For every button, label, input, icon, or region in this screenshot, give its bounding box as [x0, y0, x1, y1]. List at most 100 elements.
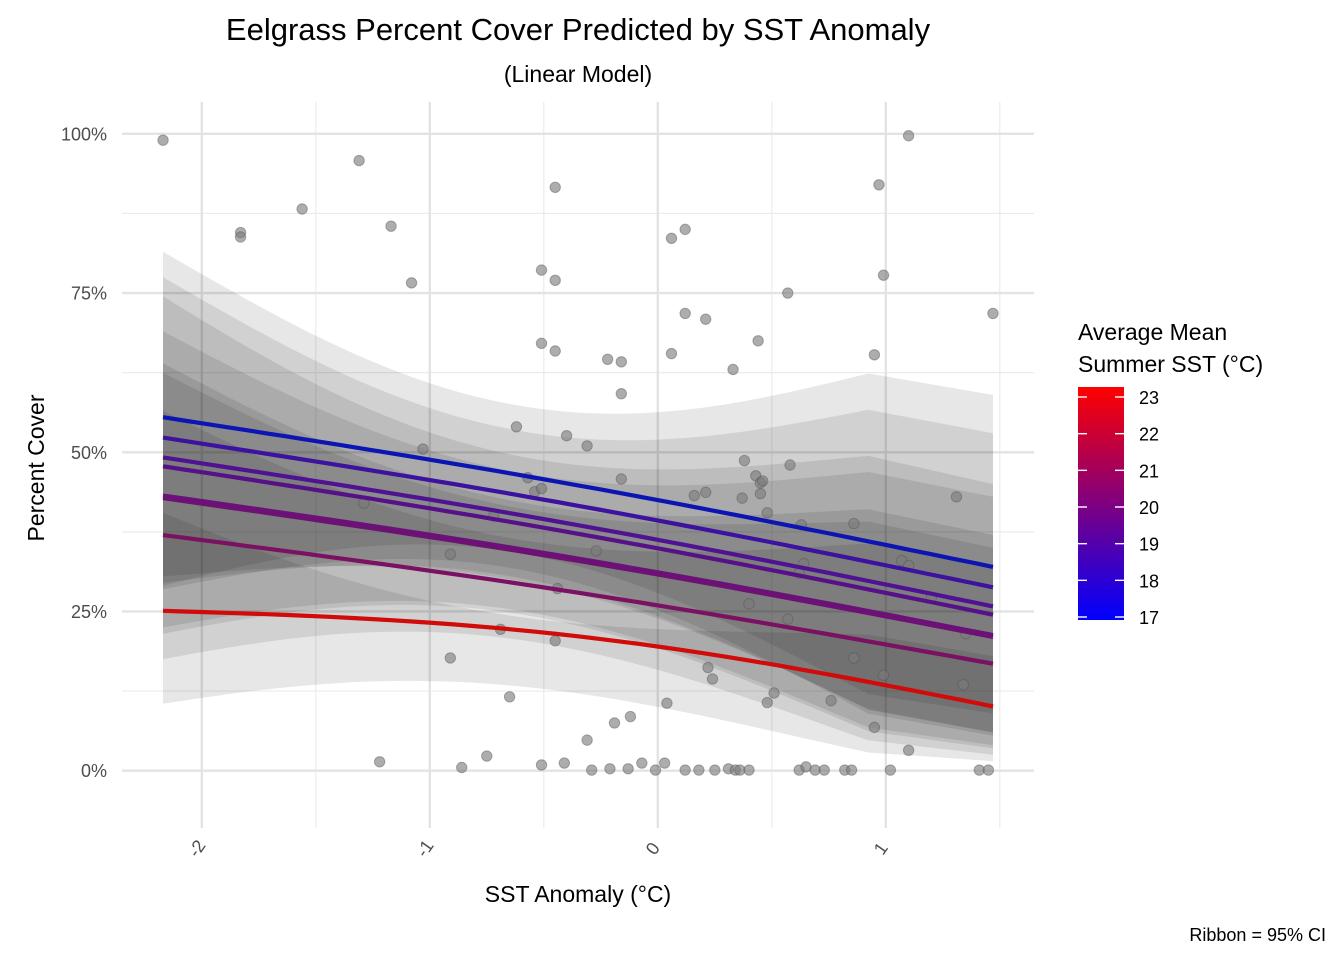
- legend-tick-label-3: 20: [1139, 498, 1159, 518]
- y-tick-label-3: 75%: [71, 284, 107, 304]
- x-tick-label-1: -1: [412, 836, 438, 861]
- data-point-79: [987, 307, 999, 320]
- legend-title-line2: Summer SST (°C): [1078, 351, 1263, 377]
- data-point-35: [665, 232, 678, 244]
- x-axis-title: SST Anomaly (°C): [485, 881, 671, 907]
- data-point-104: [884, 764, 897, 776]
- data-point-91: [679, 764, 691, 776]
- data-point-66: [902, 130, 915, 142]
- x-tick-labels: -2 -1 0 1: [184, 836, 892, 861]
- data-point-84: [558, 757, 571, 769]
- data-point-97: [743, 764, 755, 776]
- fit-line-3: [162, 464, 994, 617]
- fit-line-0: [162, 415, 994, 569]
- data-point-89: [649, 764, 662, 776]
- data-point-81: [456, 761, 468, 774]
- data-point-43: [706, 673, 719, 685]
- data-point-22: [549, 345, 561, 357]
- data-point-65: [877, 269, 890, 281]
- data-point-75: [950, 491, 963, 503]
- data-point-61: [768, 687, 780, 699]
- data-point-9: [444, 548, 457, 560]
- ci-ribbon-4: [163, 363, 993, 746]
- data-point-103: [845, 764, 858, 776]
- fit-lines: [162, 415, 994, 709]
- data-point-31: [615, 387, 628, 400]
- data-point-2: [234, 231, 247, 243]
- data-point-30: [615, 473, 628, 485]
- legend-tick-label-5: 18: [1139, 571, 1159, 591]
- y-tick-label-1: 25%: [71, 602, 107, 622]
- data-point-34: [581, 734, 593, 746]
- data-point-51: [754, 487, 767, 500]
- x-tick-label-3: 1: [870, 839, 892, 859]
- data-point-6: [405, 277, 418, 289]
- data-point-36: [679, 223, 691, 236]
- fit-line-6: [162, 533, 994, 666]
- data-point-38: [679, 307, 691, 320]
- data-point-53: [761, 507, 773, 519]
- data-point-63: [868, 349, 881, 361]
- data-point-54: [743, 598, 755, 610]
- data-point-74: [902, 744, 915, 757]
- data-point-44: [661, 697, 673, 709]
- legend-tick-label-4: 19: [1139, 535, 1159, 555]
- data-point-70: [848, 652, 860, 664]
- data-point-46: [752, 335, 764, 347]
- data-point-4: [353, 154, 365, 167]
- data-point-45: [727, 363, 739, 376]
- data-point-55: [782, 287, 794, 299]
- data-point-26: [581, 440, 593, 452]
- data-point-101: [818, 764, 830, 776]
- chart-caption: Ribbon = 95% CI: [1189, 925, 1326, 945]
- data-point-37: [665, 347, 678, 360]
- x-tick-label-0: -2: [184, 836, 210, 861]
- data-point-80: [373, 756, 386, 768]
- legend-title-line1: Average Mean: [1078, 319, 1227, 345]
- data-point-13: [503, 691, 516, 703]
- data-point-21: [549, 274, 561, 287]
- data-point-17: [535, 482, 548, 495]
- data-point-88: [636, 757, 648, 769]
- data-point-7: [417, 443, 429, 455]
- data-point-39: [699, 313, 712, 325]
- data-point-28: [601, 353, 614, 365]
- legend-colorbar: [1078, 387, 1124, 620]
- fit-line-1: [162, 435, 994, 590]
- data-point-19: [535, 337, 548, 350]
- data-point-41: [699, 486, 712, 499]
- data-point-83: [535, 759, 548, 771]
- data-point-25: [560, 430, 573, 442]
- data-point-86: [604, 763, 616, 775]
- data-point-20: [549, 181, 561, 194]
- data-point-90: [658, 757, 671, 769]
- x-tick-label-2: 0: [642, 839, 664, 859]
- legend-tick-label-1: 22: [1139, 425, 1159, 445]
- data-point-29: [615, 356, 628, 368]
- data-point-18: [535, 264, 548, 276]
- data-point-87: [622, 763, 634, 775]
- data-point-14: [510, 421, 523, 433]
- data-point-33: [624, 710, 637, 723]
- data-point-93: [709, 764, 721, 776]
- data-point-82: [481, 750, 493, 762]
- data-point-78: [957, 679, 970, 691]
- data-point-0: [157, 134, 169, 146]
- y-tick-labels: 0% 25% 50% 75% 100%: [61, 124, 107, 781]
- data-point-3: [296, 203, 308, 215]
- y-tick-label-0: 0%: [81, 761, 107, 781]
- data-point-62: [761, 696, 773, 709]
- data-point-24: [549, 635, 561, 647]
- data-point-52: [736, 492, 748, 504]
- y-tick-label-2: 50%: [71, 443, 107, 463]
- chart-title: Eelgrass Percent Cover Predicted by SST …: [226, 12, 931, 47]
- chart-subtitle: (Linear Model): [504, 61, 652, 87]
- data-point-47: [738, 454, 751, 467]
- data-point-85: [585, 764, 598, 776]
- data-point-40: [688, 489, 700, 502]
- data-point-56: [784, 459, 796, 471]
- fit-line-2: [162, 455, 994, 609]
- y-axis-title: Percent Cover: [23, 394, 49, 541]
- data-point-106: [982, 764, 995, 776]
- fit-line-5: [162, 496, 994, 639]
